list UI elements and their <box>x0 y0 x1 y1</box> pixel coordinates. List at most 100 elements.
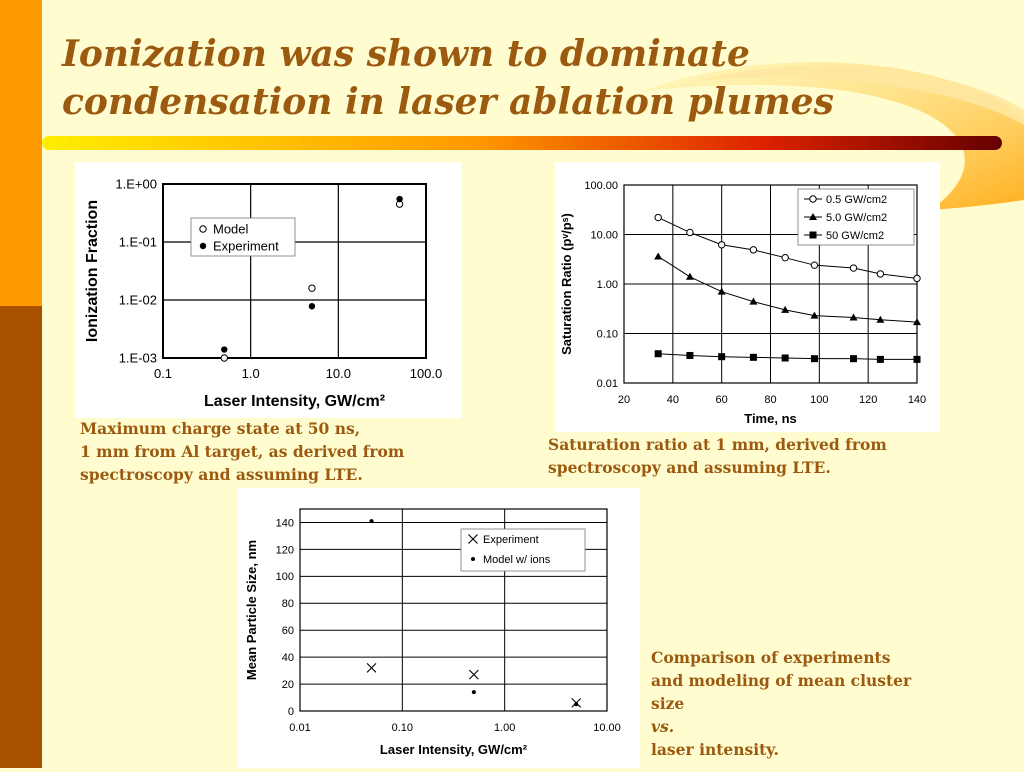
plot-frame <box>162 183 427 359</box>
data-point <box>308 284 316 292</box>
caption-line: size vs. laser intensity. <box>651 692 911 761</box>
y-axis-label: Ionization Fraction <box>84 200 101 342</box>
y-tick-label: 1.E-03 <box>119 351 157 366</box>
data-point <box>849 264 858 272</box>
data-point <box>686 351 694 359</box>
y-tick-label: 10.00 <box>590 229 618 241</box>
legend-box <box>190 217 296 257</box>
caption-emphasis: vs. <box>651 717 675 736</box>
x-axis-label: Laser Intensity, GW/cm² <box>204 393 385 410</box>
legend-marker <box>468 534 478 544</box>
x-tick-label: 0.1 <box>154 366 172 381</box>
plot-frame <box>299 508 608 712</box>
legend-marker <box>199 242 207 250</box>
caption-line: Comparison of experiments <box>651 648 891 667</box>
plot-frame <box>623 184 918 384</box>
data-point <box>810 355 818 363</box>
data-point <box>685 272 694 280</box>
data-point <box>369 519 374 524</box>
data-point <box>913 318 921 326</box>
legend-label: Experiment <box>213 239 279 254</box>
x-tick-label: 60 <box>716 394 728 406</box>
x-tick-label: 80 <box>764 394 776 406</box>
x-tick-label: 1.00 <box>494 722 515 734</box>
data-point <box>849 313 858 321</box>
data-point <box>471 690 476 695</box>
y-tick-label: 1.00 <box>597 279 618 291</box>
data-point <box>850 355 858 363</box>
data-point <box>717 241 726 249</box>
legend-label: 5.0 GW/cm2 <box>826 212 887 224</box>
y-tick-label: 100.00 <box>584 180 618 192</box>
data-point <box>654 350 662 358</box>
accent-bar-top <box>0 0 42 306</box>
slide-title-line: Ionization was shown to dominate <box>62 33 750 75</box>
data-point <box>913 355 921 363</box>
caption-line: spectroscopy and assuming LTE. <box>548 458 831 477</box>
legend-box <box>460 528 586 572</box>
data-point <box>913 274 921 283</box>
slide-title-line: condensation in laser ablation plumes <box>62 81 834 123</box>
x-axis-label: Laser Intensity, GW/cm² <box>380 742 528 757</box>
x-axis-label: Time, ns <box>744 411 797 426</box>
legend-marker <box>809 213 817 220</box>
x-tick-label: 0.10 <box>392 722 413 734</box>
y-tick-label: 0.10 <box>597 328 618 340</box>
legend-marker <box>471 557 475 561</box>
caption-text: laser intensity. <box>651 740 779 759</box>
data-point <box>574 702 579 707</box>
ionization-chart-caption: Maximum charge state at 50 ns, 1 mm from… <box>80 417 404 486</box>
x-tick-label: 100.0 <box>410 366 443 381</box>
data-point <box>749 297 758 305</box>
caption-text: size <box>651 694 685 713</box>
saturation-chart-caption: Saturation ratio at 1 mm, derived from s… <box>548 433 887 479</box>
particle-size-chart-panel: 0.01 0.10 1.00 10.00 0 20 40 60 80 100 120 140 Laser… <box>238 488 640 768</box>
y-axis-label: Mean Particle Size, nm <box>244 540 259 680</box>
y-tick-label: 1.E-02 <box>119 293 157 308</box>
slide-title: Ionization was shown to dominate condens… <box>62 30 834 126</box>
data-point <box>749 246 758 254</box>
y-tick-label: 0.01 <box>597 378 618 390</box>
particle-size-chart: 0.01 0.10 1.00 10.00 0 20 40 60 80 100 120 140 Laser… <box>244 508 621 757</box>
data-point <box>781 354 789 362</box>
data-point <box>810 311 819 319</box>
x-tick-label: 140 <box>908 394 926 406</box>
data-point <box>366 663 377 673</box>
legend-marker <box>809 231 817 239</box>
saturation-chart-panel: 20 40 60 80 100 120 140 0.01 0.10 1.00 10.00 100.00… <box>555 162 940 432</box>
data-point <box>876 315 885 323</box>
caption-line: 1 mm from Al target, as derived from <box>80 442 405 461</box>
data-point <box>654 213 662 222</box>
data-point <box>654 252 663 260</box>
y-tick-label: 20 <box>282 679 294 691</box>
accent-bar-bottom <box>0 306 42 768</box>
legend-label: 50 GW/cm2 <box>826 230 884 242</box>
y-tick-label: 1.E+00 <box>115 177 157 192</box>
caption-line: spectroscopy and assuming LTE. <box>80 465 363 484</box>
data-point <box>221 346 228 353</box>
data-point <box>749 353 757 361</box>
y-tick-label: 40 <box>282 652 294 664</box>
ionization-chart: 0.1 1.0 10.0 100.0 1.E-03 1.E-02 1.E-01 1.E+00 L… <box>84 177 443 410</box>
y-tick-label: 140 <box>276 517 294 529</box>
caption-line: Saturation ratio at 1 mm, derived from <box>548 435 887 454</box>
y-axis-label: Saturation Ratio (pᵛ/pˢ) <box>559 213 574 355</box>
legend-marker <box>199 225 207 233</box>
caption-line: and modeling of mean cluster <box>651 671 912 690</box>
x-tick-label: 40 <box>667 394 679 406</box>
data-point <box>308 303 316 310</box>
x-tick-label: 1.0 <box>242 366 260 381</box>
data-point <box>876 270 885 278</box>
data-point <box>876 355 884 363</box>
y-tick-label: 100 <box>276 571 294 583</box>
y-tick-label: 120 <box>276 544 294 556</box>
legend-marker <box>809 195 817 203</box>
data-point <box>810 261 819 269</box>
x-tick-label: 10.0 <box>326 366 351 381</box>
caption-line: Maximum charge state at 50 ns, <box>80 419 361 438</box>
data-point <box>396 195 403 203</box>
x-tick-label: 10.00 <box>593 722 621 734</box>
data-point <box>717 287 726 295</box>
y-tick-label: 60 <box>282 625 294 637</box>
legend-label: Model w/ ions <box>483 554 551 566</box>
